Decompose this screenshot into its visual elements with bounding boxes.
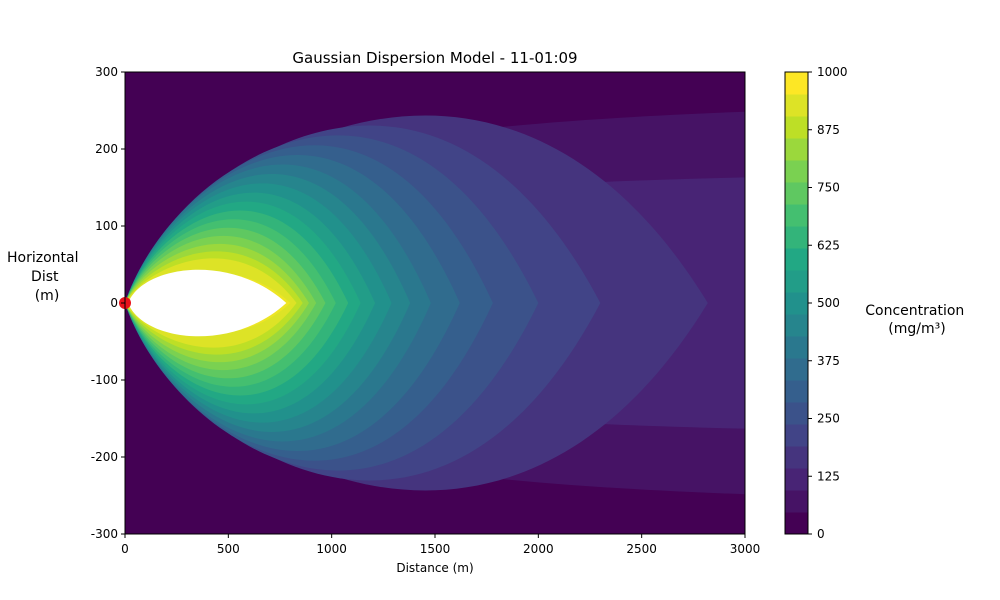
colorbar-band (785, 226, 808, 249)
y-axis: -300 -200 -100 0 100 200 300 (91, 65, 125, 541)
y-tick-label: -100 (91, 373, 118, 387)
colorbar: 0 125 250 375 500 625 750 875 1000 Concentration… (784, 65, 969, 541)
colorbar-band (785, 380, 808, 403)
colorbar-tick-label: 750 (817, 181, 840, 195)
y-axis-label-line: Dist (31, 269, 59, 285)
colorbar-band (785, 94, 808, 117)
colorbar-tick-label: 875 (817, 123, 840, 137)
x-tick-label: 1000 (316, 542, 347, 556)
x-tick-label: 2500 (626, 542, 657, 556)
colorbar-tick-label: 375 (817, 354, 840, 368)
colorbar-tick-label: 125 (817, 469, 840, 483)
y-tick-label: 200 (95, 142, 118, 156)
colorbar-label-line: (mg/m³) (888, 321, 945, 337)
y-axis-label-line: (m) (35, 288, 60, 304)
x-tick-label: 2000 (523, 542, 554, 556)
y-tick-label: 0 (110, 296, 118, 310)
colorbar-tick-label: 0 (817, 527, 825, 541)
colorbar-band (785, 160, 808, 183)
colorbar-band (785, 358, 808, 381)
colorbar-band (785, 138, 808, 161)
colorbar-band (785, 424, 808, 447)
y-tick-label: -200 (91, 450, 118, 464)
colorbar-band (785, 468, 808, 491)
chart-title: Gaussian Dispersion Model - 11-01:09 (292, 49, 577, 67)
colorbar-label: Concentration (mg/m³) (865, 303, 969, 337)
y-tick-label: 300 (95, 65, 118, 79)
colorbar-band (785, 446, 808, 469)
colorbar-band (785, 182, 808, 205)
y-tick-label: -300 (91, 527, 118, 541)
colorbar-bands (785, 72, 808, 535)
colorbar-tick-label: 250 (817, 412, 840, 426)
x-axis: 0 500 1000 1500 2000 2500 3000 (121, 534, 760, 556)
y-axis-label: Horizontal Dist (m) (7, 250, 83, 304)
colorbar-band (785, 336, 808, 359)
colorbar-band (785, 490, 808, 513)
colorbar-tick-label: 625 (817, 238, 840, 252)
colorbar-label-line: Concentration (865, 303, 964, 319)
x-tick-label: 3000 (730, 542, 761, 556)
colorbar-band (785, 204, 808, 227)
above-max-region (128, 269, 287, 337)
colorbar-band (785, 314, 808, 337)
colorbar-band (785, 292, 808, 315)
colorbar-band (785, 248, 808, 271)
contour-layer (125, 111, 745, 495)
colorbar-ticks: 0 125 250 375 500 625 750 875 1000 (808, 65, 848, 541)
colorbar-band (785, 402, 808, 425)
x-tick-label: 0 (121, 542, 129, 556)
y-axis-label-line: Horizontal (7, 250, 78, 266)
colorbar-band (785, 72, 808, 95)
colorbar-tick-label: 1000 (817, 65, 848, 79)
colorbar-band (785, 116, 808, 139)
y-tick-label: 100 (95, 219, 118, 233)
x-axis-label: Distance (m) (396, 561, 473, 575)
colorbar-band (785, 512, 808, 535)
colorbar-tick-label: 500 (817, 296, 840, 310)
plot-area (125, 72, 745, 534)
x-tick-label: 500 (217, 542, 240, 556)
colorbar-band (785, 270, 808, 293)
x-tick-label: 1500 (420, 542, 451, 556)
